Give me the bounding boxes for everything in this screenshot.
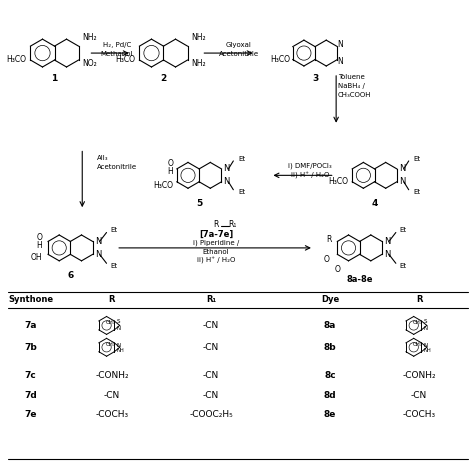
Text: O: O <box>36 233 42 243</box>
Text: -COCH₃: -COCH₃ <box>95 410 128 419</box>
Text: [7a-7e]: [7a-7e] <box>199 230 233 238</box>
Text: OH: OH <box>31 253 42 263</box>
Text: 8c: 8c <box>324 371 336 380</box>
Text: -CN: -CN <box>411 390 427 400</box>
Text: Toluene: Toluene <box>338 74 365 80</box>
Text: NH₂: NH₂ <box>82 33 97 42</box>
Text: Et: Et <box>238 156 246 162</box>
Text: R: R <box>213 219 219 229</box>
Text: CH₃: CH₃ <box>105 342 115 347</box>
Text: Synthone: Synthone <box>8 295 53 304</box>
Text: N: N <box>223 164 230 173</box>
Text: 8a-8e: 8a-8e <box>346 275 373 284</box>
Text: 8d: 8d <box>324 390 336 400</box>
Text: H₃CO: H₃CO <box>7 55 27 63</box>
Text: 5: 5 <box>196 199 202 208</box>
Text: N: N <box>424 343 428 348</box>
Text: R₁: R₁ <box>228 219 237 229</box>
Text: Acetonitrile: Acetonitrile <box>219 51 259 57</box>
Text: N: N <box>384 237 390 246</box>
Text: Et: Et <box>400 226 407 232</box>
Text: Et: Et <box>400 263 407 269</box>
Text: CH₃COOH: CH₃COOH <box>338 92 372 98</box>
Text: N: N <box>95 237 101 246</box>
Text: -CN: -CN <box>203 390 219 400</box>
Text: H₃CO: H₃CO <box>153 181 173 190</box>
Text: O: O <box>335 265 340 274</box>
Text: -CONH₂: -CONH₂ <box>95 371 129 380</box>
Text: N: N <box>424 326 428 332</box>
Text: N: N <box>384 250 390 259</box>
Text: H: H <box>36 241 42 250</box>
Text: S: S <box>424 319 428 325</box>
Text: Dye: Dye <box>321 295 339 304</box>
Text: Glyoxal: Glyoxal <box>226 42 252 48</box>
Text: NaBH₄ /: NaBH₄ / <box>338 83 365 89</box>
Text: O: O <box>324 255 330 264</box>
Text: R: R <box>109 295 115 304</box>
Text: AlI₃: AlI₃ <box>97 156 109 162</box>
Text: 8a: 8a <box>324 321 336 330</box>
Text: CH₃: CH₃ <box>412 320 422 325</box>
Text: Methanol: Methanol <box>100 51 133 57</box>
Text: -COCH₃: -COCH₃ <box>402 410 436 419</box>
Text: 3: 3 <box>312 75 318 83</box>
Text: N: N <box>117 343 121 348</box>
Text: N: N <box>337 40 343 49</box>
Text: 8e: 8e <box>324 410 336 419</box>
Text: 7b: 7b <box>24 343 37 352</box>
Text: 7c: 7c <box>25 371 36 380</box>
Text: NO₂: NO₂ <box>82 58 97 68</box>
Text: NH₂: NH₂ <box>191 58 206 68</box>
Text: Et: Et <box>110 263 118 269</box>
Text: N: N <box>337 57 343 66</box>
Text: 2: 2 <box>160 75 167 83</box>
Text: R: R <box>326 236 332 244</box>
Text: H: H <box>120 348 124 353</box>
Text: -COOC₂H₅: -COOC₂H₅ <box>189 410 233 419</box>
Text: N: N <box>117 348 121 353</box>
Text: Et: Et <box>414 189 421 195</box>
Text: N: N <box>223 177 230 186</box>
Text: ii) H⁺ / H₂O: ii) H⁺ / H₂O <box>197 257 235 264</box>
Text: Et: Et <box>110 226 118 232</box>
Text: R₁: R₁ <box>206 295 216 304</box>
Text: i) DMF/POCl₃: i) DMF/POCl₃ <box>288 162 332 169</box>
Text: H₃CO: H₃CO <box>116 55 136 63</box>
Text: -CN: -CN <box>203 343 219 352</box>
Text: 7e: 7e <box>25 410 37 419</box>
Text: N: N <box>399 164 405 173</box>
Text: -CONH₂: -CONH₂ <box>402 371 436 380</box>
Text: CH₃: CH₃ <box>105 320 115 325</box>
Text: N: N <box>117 326 121 332</box>
Text: H: H <box>427 348 431 353</box>
Text: CH₃: CH₃ <box>412 342 422 347</box>
Text: 4: 4 <box>371 199 378 208</box>
Text: N: N <box>95 250 101 259</box>
Text: 8b: 8b <box>324 343 336 352</box>
Text: N: N <box>424 348 428 353</box>
Text: S: S <box>117 319 120 325</box>
Text: ii) H⁺ / H₂O: ii) H⁺ / H₂O <box>291 172 329 179</box>
Text: 6: 6 <box>67 271 73 280</box>
Text: O: O <box>167 159 173 168</box>
Text: H₂, Pd/C: H₂, Pd/C <box>103 42 131 48</box>
Text: H₃CO: H₃CO <box>328 177 348 186</box>
Text: 1: 1 <box>51 75 58 83</box>
Text: N: N <box>399 177 405 186</box>
Text: R: R <box>416 295 422 304</box>
Text: H: H <box>167 167 173 176</box>
Text: 7d: 7d <box>24 390 37 400</box>
Text: i) Piperidine /: i) Piperidine / <box>193 240 239 246</box>
Text: 7a: 7a <box>25 321 37 330</box>
Text: Et: Et <box>414 156 421 162</box>
Text: Ethanol: Ethanol <box>203 249 229 255</box>
Text: NH₂: NH₂ <box>191 33 206 42</box>
Text: -CN: -CN <box>104 390 120 400</box>
Text: H₃CO: H₃CO <box>270 55 290 63</box>
Text: -CN: -CN <box>203 321 219 330</box>
Text: -CN: -CN <box>203 371 219 380</box>
Text: Et: Et <box>238 189 246 195</box>
Text: Acetonitrile: Acetonitrile <box>97 164 137 170</box>
